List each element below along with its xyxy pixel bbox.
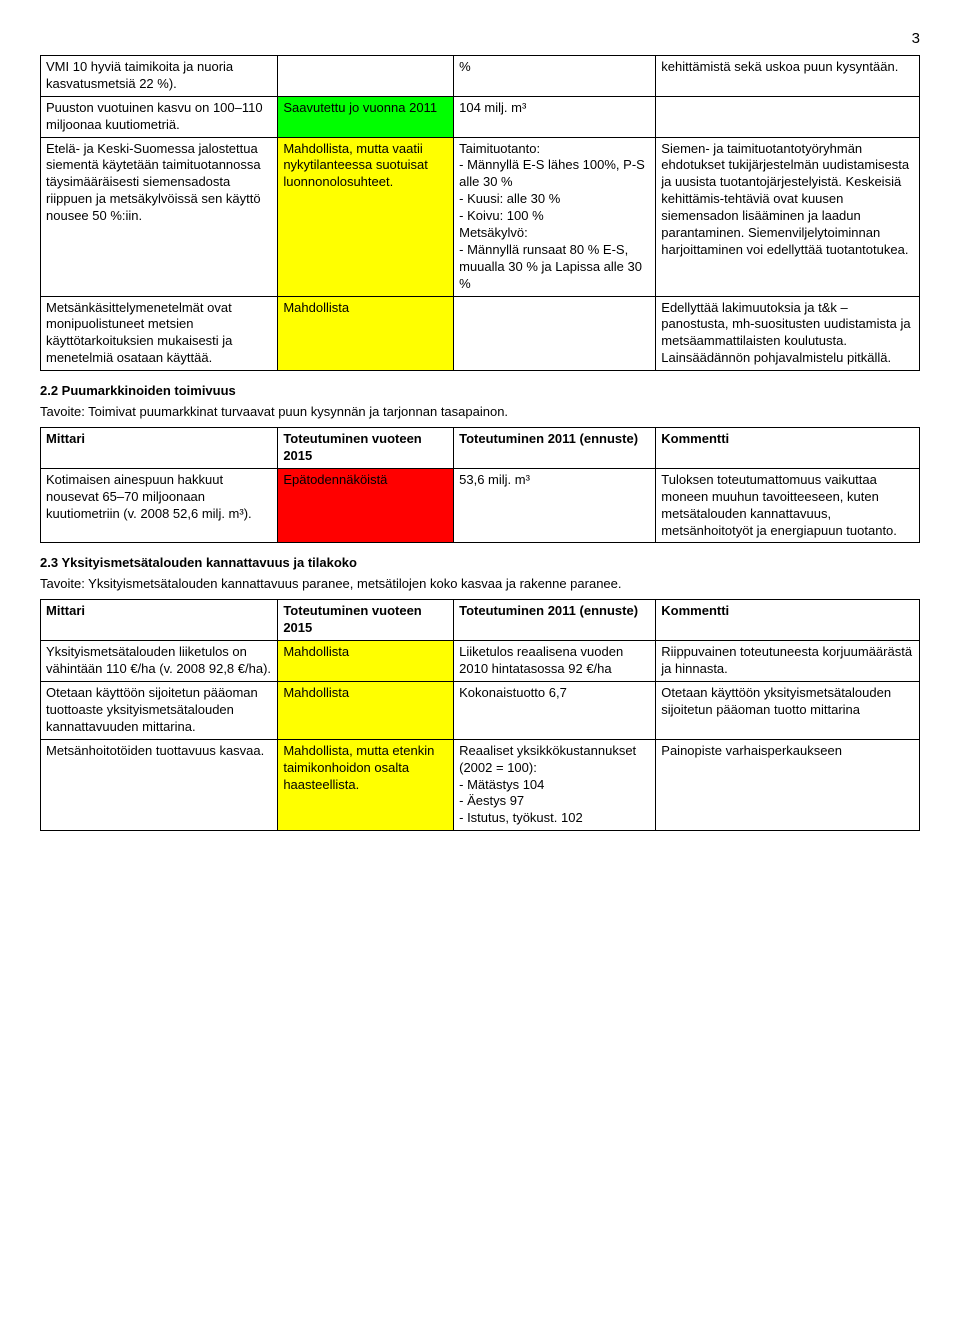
cell-comment: kehittämistä sekä uskoa puun kysyntään. (656, 56, 920, 97)
table-private-forestry: MittariToteutuminen vuoteen 2015Toteutum… (40, 599, 920, 831)
table-row: Metsänhoitotöiden tuottavuus kasvaa.Mahd… (41, 739, 920, 830)
page-number: 3 (40, 30, 920, 47)
cell-indicator: Kotimaisen ainespuun hakkuut nousevat 65… (41, 468, 278, 543)
cell-indicator: Puuston vuotuinen kasvu on 100–110 miljo… (41, 96, 278, 137)
cell-status: Mahdollista, mutta etenkin taimikonhoido… (278, 739, 454, 830)
cell-result: 104 milj. m³ (454, 96, 656, 137)
cell-indicator: Metsänkäsittelymenetelmät ovat monipuoli… (41, 296, 278, 371)
cell-result (454, 296, 656, 371)
column-header: Toteutuminen 2011 (ennuste) (454, 600, 656, 641)
cell-result: Reaaliset yksikkökustannukset (2002 = 10… (454, 739, 656, 830)
cell-comment: Otetaan käyttöön yksityismetsätalouden s… (656, 682, 920, 740)
cell-status: Epätodennäköistä (278, 468, 454, 543)
cell-comment: Siemen- ja taimituotantotyöryhmän ehdotu… (656, 137, 920, 296)
table-row: Otetaan käyttöön sijoitetun pääoman tuot… (41, 682, 920, 740)
cell-status: Mahdollista (278, 296, 454, 371)
cell-result: % (454, 56, 656, 97)
cell-status: Mahdollista (278, 682, 454, 740)
column-header: Mittari (41, 428, 278, 469)
table-row: Puuston vuotuinen kasvu on 100–110 miljo… (41, 96, 920, 137)
column-header: Kommentti (656, 428, 920, 469)
column-header: Mittari (41, 600, 278, 641)
cell-comment: Tuloksen toteutumattomuus vaikuttaa mone… (656, 468, 920, 543)
cell-status: Mahdollista, mutta vaatii nykytilanteess… (278, 137, 454, 296)
cell-status: Saavutettu jo vuonna 2011 (278, 96, 454, 137)
column-header: Kommentti (656, 600, 920, 641)
cell-indicator: Yksityismetsätalouden liiketulos on vähi… (41, 641, 278, 682)
cell-comment (656, 96, 920, 137)
table-forestry-metrics: VMI 10 hyviä taimikoita ja nuoria kasvat… (40, 55, 920, 371)
cell-status (278, 56, 454, 97)
cell-status: Mahdollista (278, 641, 454, 682)
column-header: Toteutuminen vuoteen 2015 (278, 600, 454, 641)
cell-indicator: Metsänhoitotöiden tuottavuus kasvaa. (41, 739, 278, 830)
cell-result: Kokonaistuotto 6,7 (454, 682, 656, 740)
cell-comment: Edellyttää lakimuutoksia ja t&k –panostu… (656, 296, 920, 371)
cell-result: 53,6 milj. m³ (454, 468, 656, 543)
section-2-2-goal: Tavoite: Toimivat puumarkkinat turvaavat… (40, 404, 920, 419)
cell-comment: Painopiste varhaisperkaukseen (656, 739, 920, 830)
section-2-2-heading: 2.2 Puumarkkinoiden toimivuus (40, 383, 920, 398)
column-header: Toteutuminen 2011 (ennuste) (454, 428, 656, 469)
table-row: Yksityismetsätalouden liiketulos on vähi… (41, 641, 920, 682)
cell-indicator: Otetaan käyttöön sijoitetun pääoman tuot… (41, 682, 278, 740)
column-header: Toteutuminen vuoteen 2015 (278, 428, 454, 469)
table-row: Kotimaisen ainespuun hakkuut nousevat 65… (41, 468, 920, 543)
section-2-3-heading: 2.3 Yksityismetsätalouden kannattavuus j… (40, 555, 920, 570)
cell-indicator: VMI 10 hyviä taimikoita ja nuoria kasvat… (41, 56, 278, 97)
cell-comment: Riippuvainen toteutuneesta korjuumääräst… (656, 641, 920, 682)
table-wood-market: MittariToteutuminen vuoteen 2015Toteutum… (40, 427, 920, 543)
table-row: VMI 10 hyviä taimikoita ja nuoria kasvat… (41, 56, 920, 97)
section-2-3-goal: Tavoite: Yksityismetsätalouden kannattav… (40, 576, 920, 591)
cell-result: Liiketulos reaalisena vuoden 2010 hintat… (454, 641, 656, 682)
table-row: Etelä- ja Keski-Suomessa jalostettua sie… (41, 137, 920, 296)
table-row: Metsänkäsittelymenetelmät ovat monipuoli… (41, 296, 920, 371)
cell-result: Taimituotanto:- Männyllä E-S lähes 100%,… (454, 137, 656, 296)
cell-indicator: Etelä- ja Keski-Suomessa jalostettua sie… (41, 137, 278, 296)
